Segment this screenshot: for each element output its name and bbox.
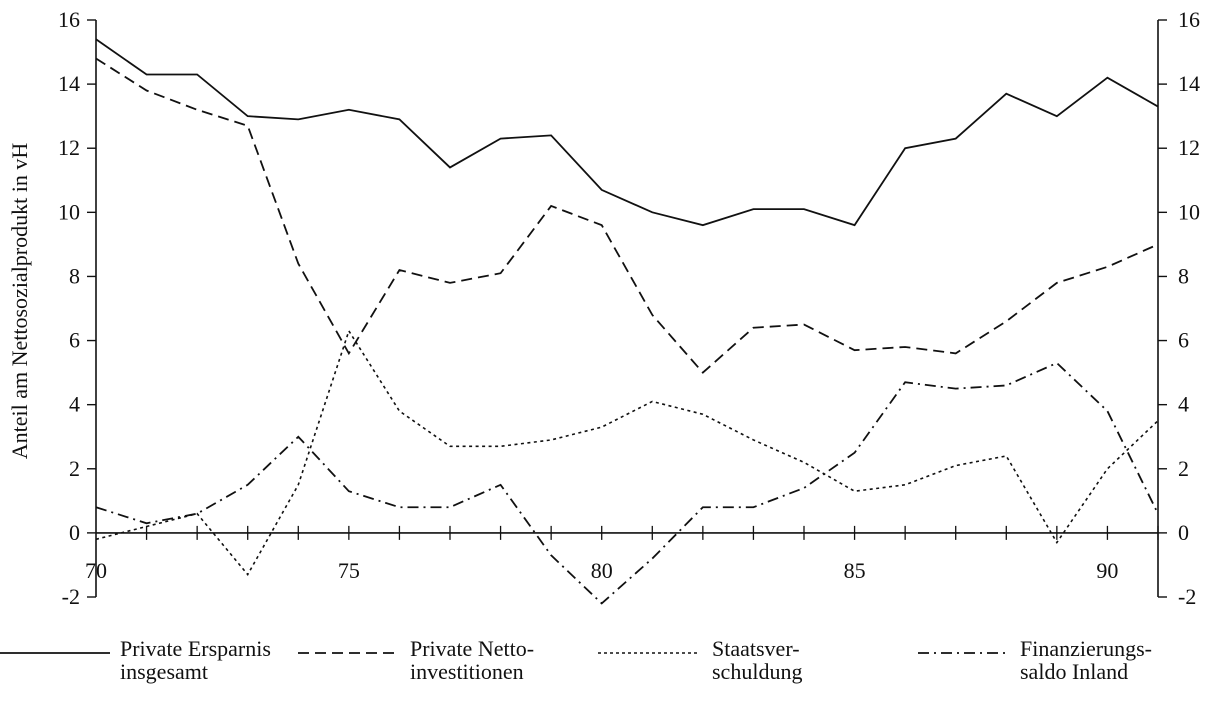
y-tick-label-right: -2: [1178, 584, 1196, 609]
series-line-2: [95, 57, 1159, 374]
legend-item-private-nettoinvestitionen: Private Netto- investitionen: [298, 637, 534, 683]
y-tick-label-left: 6: [69, 328, 80, 353]
legend-label-line1: Finanzierungs-: [1020, 636, 1152, 661]
y-tick-label-left: 0: [69, 520, 80, 545]
y-tick-label-right: 10: [1178, 199, 1200, 224]
y-tick-label-left: 8: [69, 263, 80, 288]
legend-label: Private Ersparnis insgesamt: [120, 637, 271, 683]
x-tick-label: 70: [85, 558, 107, 583]
y-tick-label-left: 2: [69, 456, 80, 481]
y-tick-label-left: 4: [69, 392, 80, 417]
legend-label: Staatsver- schuldung: [712, 637, 802, 683]
legend: Private Ersparnis insgesamt Private Nett…: [0, 637, 1221, 717]
series-line-1: [95, 38, 1159, 227]
legend-label-line2: investitionen: [410, 659, 524, 684]
y-tick-label-right: 0: [1178, 520, 1189, 545]
y-tick-label-right: 16: [1178, 7, 1200, 32]
legend-item-staatsverschuldung: Staatsver- schuldung: [598, 637, 802, 683]
series-line-3: [95, 329, 1159, 576]
legend-label-line2: saldo Inland: [1020, 659, 1129, 684]
x-tick-label: 80: [591, 558, 613, 583]
line-chart: -2 -2 0 0 2 2 4 4 6 6 8 8 10 10 12 12 14 14 16 16 70 75 80 85 90…: [7, 7, 1200, 609]
x-tick-label: 85: [844, 558, 866, 583]
x-tick-label: 75: [338, 558, 360, 583]
x-tick-label: 90: [1096, 558, 1118, 583]
y-tick-label-right: 12: [1178, 135, 1200, 160]
y-tick-label-right: 8: [1178, 263, 1189, 288]
legend-label-line1: Private Ersparnis: [120, 636, 271, 661]
legend-item-private-ersparnis: Private Ersparnis insgesamt: [0, 637, 271, 683]
series-lines: [95, 38, 1159, 605]
legend-swatch-dashdot: [918, 652, 1010, 654]
legend-item-finanzierungssaldo: Finanzierungs- saldo Inland: [918, 637, 1152, 683]
y-tick-label-right: 14: [1178, 71, 1200, 96]
legend-label-line2: insgesamt: [120, 659, 208, 684]
legend-swatch-dotted: [598, 652, 698, 654]
y-tick-label-right: 6: [1178, 328, 1189, 353]
y-tick-label-left: 14: [58, 71, 80, 96]
y-tick-label-right: 2: [1178, 456, 1189, 481]
y-tick-label-left: -2: [62, 584, 80, 609]
y-tick-label-right: 4: [1178, 392, 1189, 417]
legend-swatch-solid: [0, 652, 110, 654]
y-axis-label: Anteil am Nettosozialprodukt in vH: [7, 143, 32, 460]
y-tick-label-left: 16: [58, 7, 80, 32]
axes: -2 -2 0 0 2 2 4 4 6 6 8 8 10 10 12 12 14 14 16 16 70 75 80 85 90: [58, 7, 1200, 609]
legend-label-line1: Staatsver-: [712, 636, 800, 661]
legend-label-line1: Private Netto-: [410, 636, 535, 661]
legend-label-line2: schuldung: [712, 659, 803, 684]
y-tick-label-left: 12: [58, 135, 80, 160]
legend-label: Finanzierungs- saldo Inland: [1020, 637, 1152, 683]
legend-label: Private Netto- investitionen: [410, 637, 534, 683]
legend-swatch-dashed: [298, 652, 400, 654]
series-line-4: [95, 361, 1159, 605]
y-tick-label-left: 10: [58, 199, 80, 224]
